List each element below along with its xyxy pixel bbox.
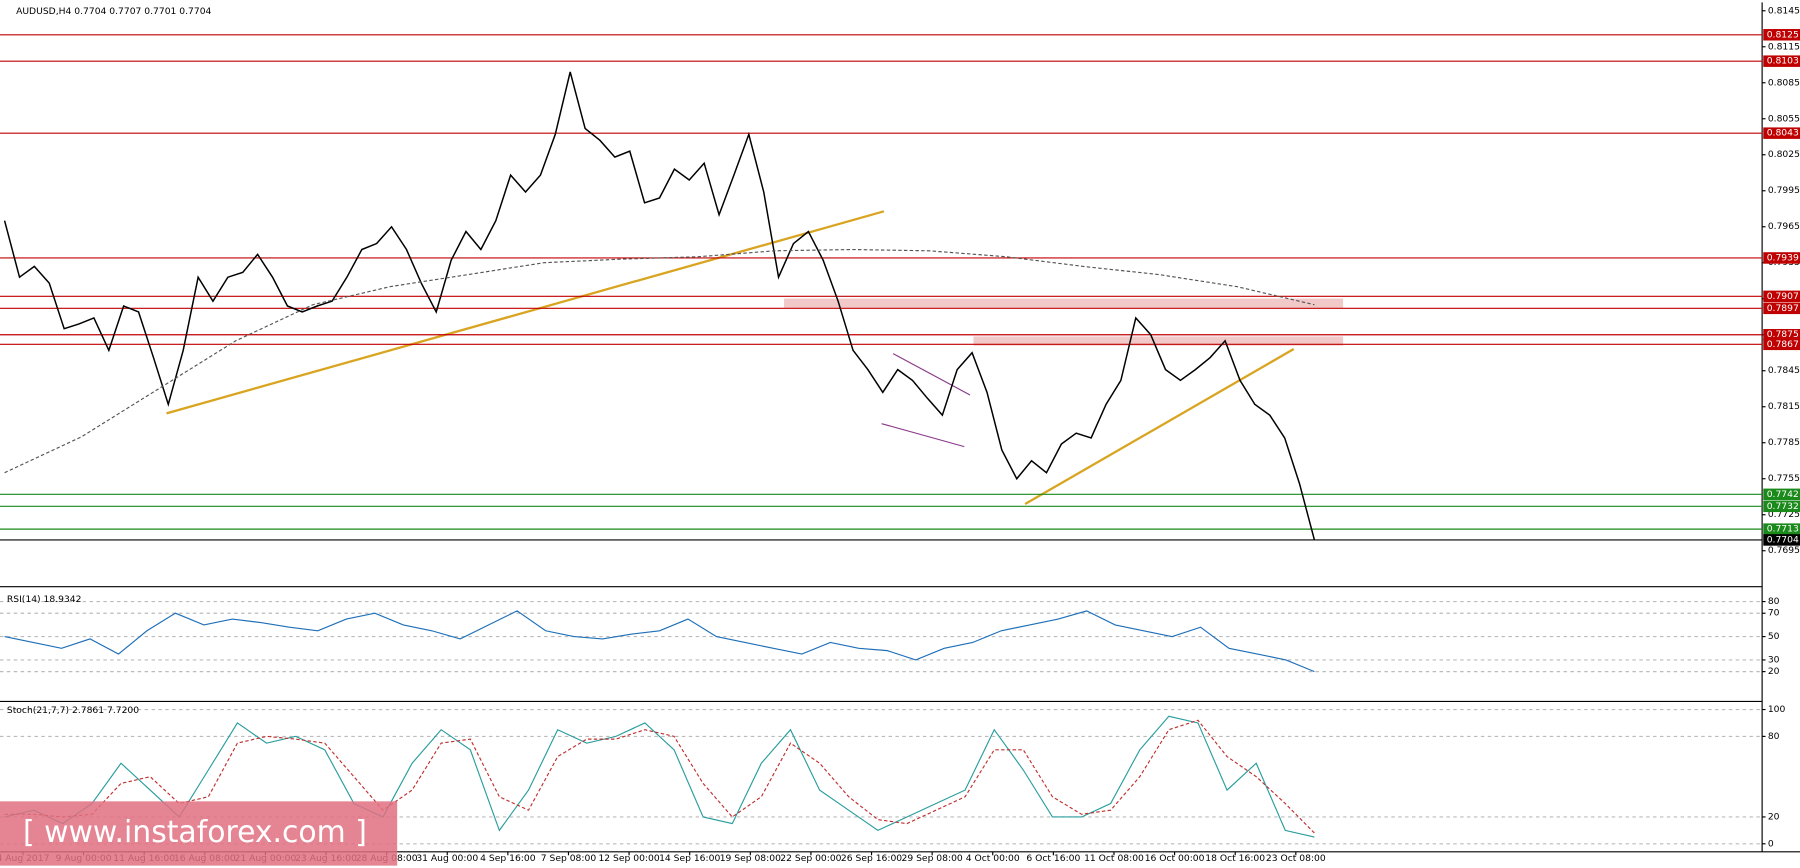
level-box — [1763, 523, 1800, 535]
x-tick-label: 18 Oct 16:00 — [1205, 853, 1265, 864]
level-box — [1763, 500, 1800, 513]
level-box — [1763, 302, 1800, 315]
channel-line — [892, 353, 971, 396]
x-tick-label: 16 Oct 00:00 — [1145, 853, 1205, 864]
watermark-box — [0, 801, 398, 866]
stoch-title: Stoch(21,7,7) 2.7861 7.7200 — [7, 705, 139, 716]
series-line — [4, 610, 1315, 673]
y-tick-label: 0.8025 — [1768, 149, 1800, 160]
series-line — [4, 248, 1315, 474]
channel-line — [881, 423, 965, 448]
x-tick-label: 26 Sep 16:00 — [841, 853, 902, 864]
x-tick-label: 7 Sep 08:00 — [541, 853, 597, 864]
x-tick-label: 11 Oct 08:00 — [1084, 853, 1144, 864]
level-label: 0.7907 — [1767, 291, 1799, 302]
x-tick-label: 29 Sep 08:00 — [902, 853, 963, 864]
chart-title: AUDUSD,H4 0.7704 0.7707 0.7701 0.7704 — [16, 6, 211, 17]
y-tick-label: 0.7815 — [1768, 401, 1800, 412]
x-tick-label: 4 Sep 16:00 — [480, 853, 536, 864]
x-tick-label: 6 Oct 16:00 — [1026, 853, 1080, 864]
level-box — [1763, 252, 1800, 264]
x-tick-label: 12 Sep 00:00 — [598, 853, 659, 864]
level-label: 0.8043 — [1767, 128, 1799, 139]
rsi-title: RSI(14) 18.9342 — [7, 594, 82, 605]
level-box — [1763, 338, 1800, 351]
y-tick-label: 30 — [1768, 654, 1780, 665]
y-tick-label: 0.7845 — [1768, 365, 1800, 376]
trend-line — [1024, 348, 1295, 506]
y-tick-label: 0.7725 — [1768, 509, 1800, 520]
level-box — [1763, 127, 1800, 139]
y-tick-label: 80 — [1768, 731, 1780, 742]
y-tick-label: 0.7785 — [1768, 437, 1800, 448]
x-tick-label: 14 Sep 16:00 — [659, 853, 720, 864]
level-box — [1763, 488, 1800, 501]
level-label: 0.7742 — [1767, 489, 1799, 500]
y-tick-label: 0.7965 — [1768, 221, 1800, 232]
level-label: 0.8103 — [1767, 56, 1799, 67]
y-tick-label: 80 — [1768, 596, 1780, 607]
level-label: 0.7867 — [1767, 339, 1799, 350]
y-tick-label: 0.8145 — [1768, 5, 1800, 16]
series-line — [4, 719, 1315, 834]
series-line — [3, 71, 1316, 541]
y-tick-label: 0.8115 — [1768, 41, 1800, 52]
level-label: 0.7732 — [1767, 501, 1799, 512]
level-box — [1763, 55, 1800, 67]
y-tick-label: 100 — [1768, 704, 1786, 715]
level-label: 0.7704 — [1767, 534, 1799, 545]
level-label: 0.7939 — [1767, 252, 1799, 263]
x-tick-label: 22 Sep 00:00 — [780, 853, 841, 864]
y-tick-label: 0.7755 — [1768, 473, 1800, 484]
level-box — [1763, 329, 1800, 341]
trend-line — [166, 210, 885, 415]
zone — [973, 336, 1344, 346]
level-label: 0.8125 — [1767, 29, 1799, 40]
x-tick-label: 23 Oct 08:00 — [1266, 853, 1326, 864]
y-tick-label: 20 — [1768, 811, 1780, 822]
level-label: 0.7713 — [1767, 524, 1799, 535]
x-tick-label: 31 Aug 00:00 — [416, 853, 478, 864]
level-box — [1763, 29, 1800, 41]
y-tick-label: 0.7995 — [1768, 185, 1800, 196]
y-tick-label: 0.7695 — [1768, 545, 1800, 556]
y-tick-label: 0.8055 — [1768, 113, 1800, 124]
y-tick-label: 70 — [1768, 608, 1780, 619]
series-line — [4, 715, 1315, 838]
y-tick-label: 0 — [1768, 838, 1774, 849]
y-tick-label: 20 — [1768, 666, 1780, 677]
y-tick-label: 50 — [1768, 631, 1780, 642]
level-box — [1763, 534, 1800, 546]
watermark: [ www.instaforex.com ] — [23, 815, 367, 850]
y-tick-label: 0.8085 — [1768, 77, 1800, 88]
level-label: 0.7897 — [1767, 303, 1799, 314]
x-tick-label: 4 Oct 00:00 — [966, 853, 1020, 864]
x-tick-label: 19 Sep 08:00 — [720, 853, 781, 864]
level-box — [1763, 290, 1800, 303]
level-label: 0.7875 — [1767, 329, 1799, 340]
zone — [784, 298, 1344, 308]
